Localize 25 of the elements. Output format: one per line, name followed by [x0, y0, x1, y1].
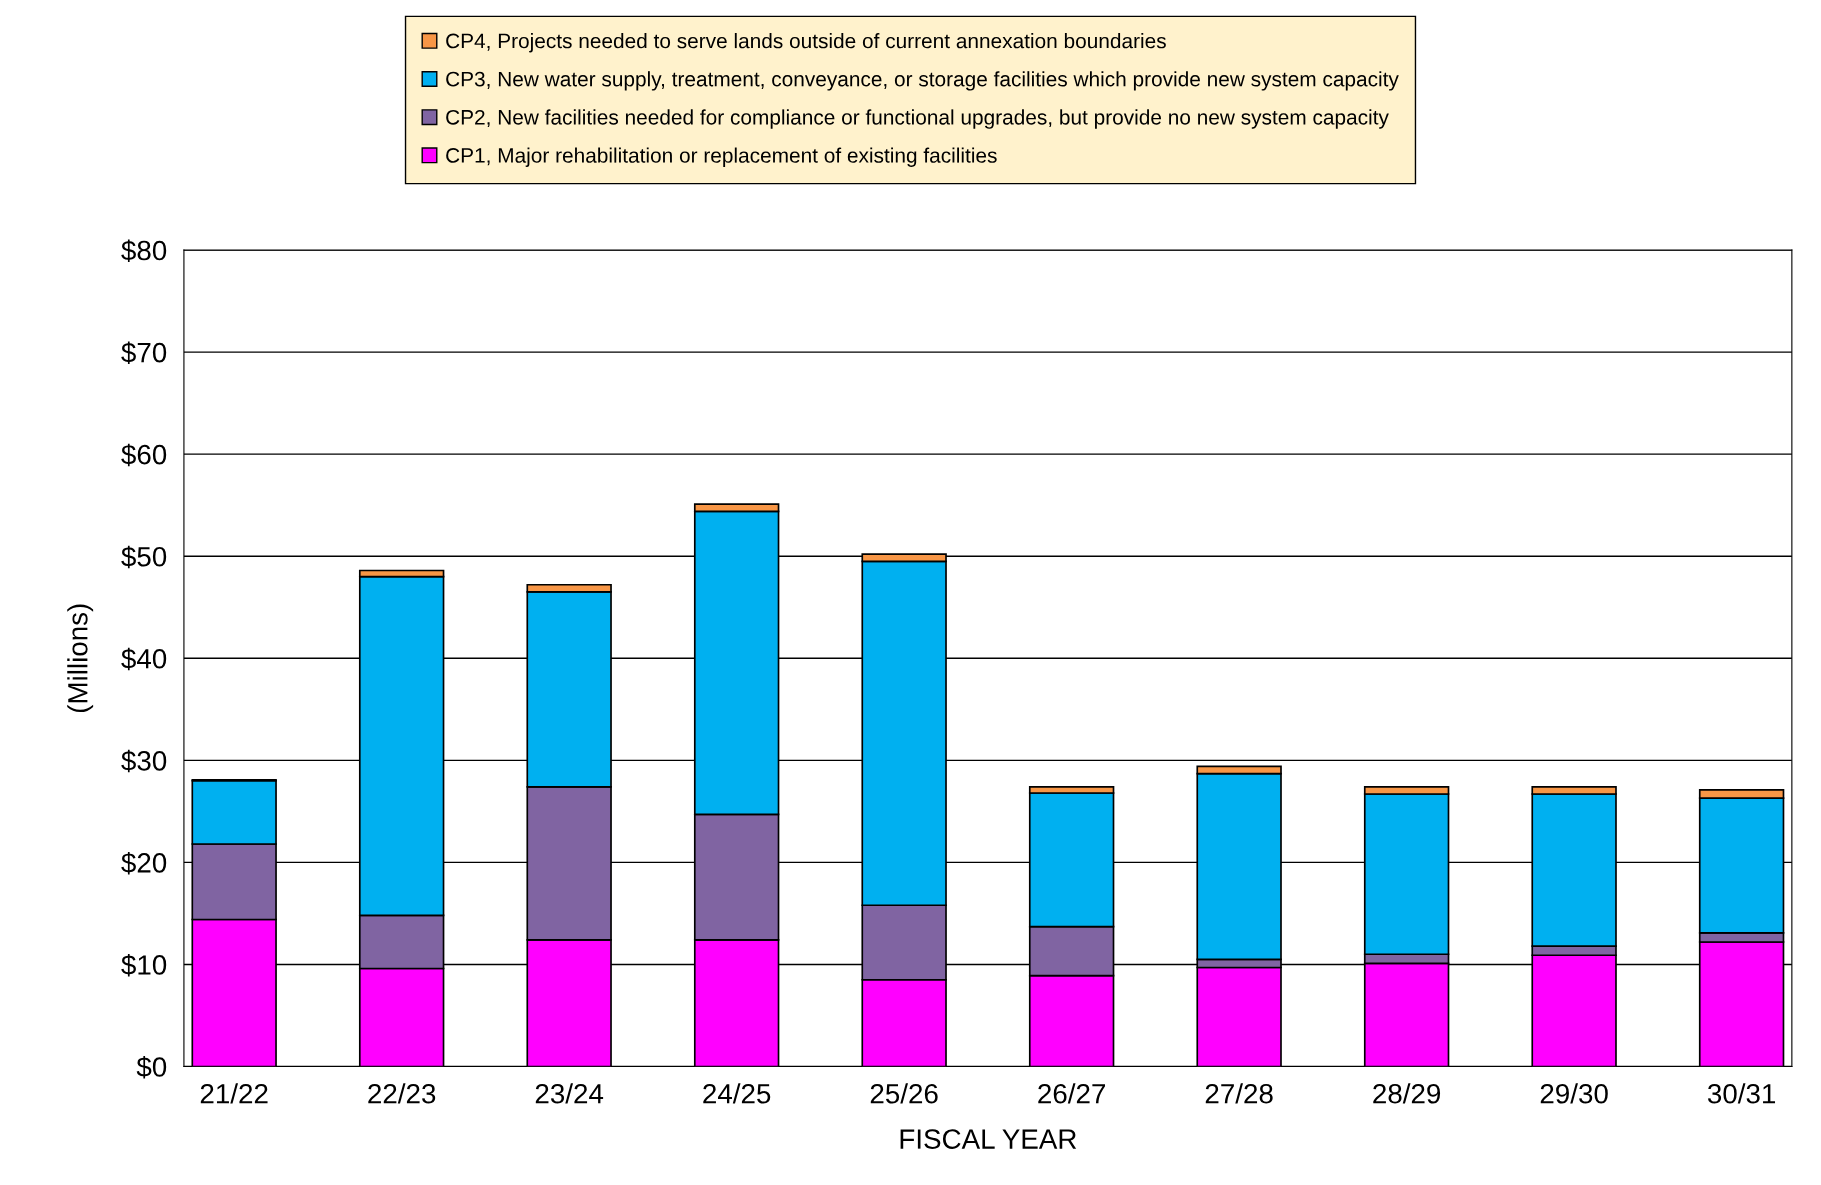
legend-label: CP4, Projects needed to serve lands outside of current annexation boundaries — [446, 33, 1166, 53]
legend-label: CP1, Major rehabilitation or replacement of existing facilities — [446, 147, 997, 167]
x-tick-label: 25/26 — [870, 1083, 938, 1104]
x-axis-title: FISCAL YEAR — [900, 1129, 1077, 1149]
y-tick-label: $70 — [121, 341, 167, 365]
x-tick-label: 30/31 — [1707, 1083, 1776, 1104]
y-tick-label: $20 — [121, 851, 167, 875]
y-tick-label: $50 — [121, 545, 167, 569]
legend-label: CP3, New water supply, treatment, conveyance, or storage facilities which provide new system capacity — [446, 71, 1399, 91]
x-tick-label: 24/25 — [703, 1083, 771, 1104]
x-tick-label: 26/27 — [1038, 1083, 1105, 1104]
y-tick-label: $10 — [121, 953, 167, 977]
y-axis-title: (Millions) — [67, 604, 94, 713]
legend-label: CP2, New facilities needed for compliance or functional upgrades, but provide no new system capacity — [446, 109, 1389, 129]
y-tick-label: $30 — [121, 749, 167, 773]
y-tick-label: $80 — [121, 239, 167, 263]
x-tick-label: 22/23 — [368, 1083, 436, 1104]
y-tick-label: $40 — [121, 647, 167, 671]
x-tick-label: 21/22 — [200, 1083, 268, 1104]
y-tick-label: $0 — [136, 1056, 167, 1079]
x-tick-label: 27/28 — [1205, 1083, 1273, 1104]
x-tick-label: 23/24 — [535, 1083, 604, 1104]
y-tick-label: $60 — [121, 443, 167, 467]
x-tick-label: 28/29 — [1373, 1083, 1441, 1104]
x-tick-label: 29/30 — [1540, 1083, 1608, 1104]
